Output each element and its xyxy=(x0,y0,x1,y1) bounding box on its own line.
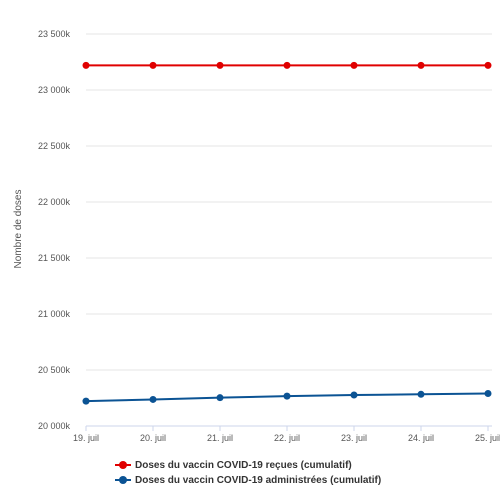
data-point[interactable] xyxy=(417,61,425,69)
data-point[interactable] xyxy=(82,61,90,69)
data-point[interactable] xyxy=(484,61,492,69)
legend-dot-administered xyxy=(119,476,127,484)
legend-marker-received xyxy=(115,460,131,470)
data-point[interactable] xyxy=(350,391,358,399)
data-point[interactable] xyxy=(216,394,224,402)
data-point[interactable] xyxy=(350,61,358,69)
y-axis-label: Nombre de doses xyxy=(13,190,24,269)
data-point[interactable] xyxy=(484,390,492,398)
x-tick-label: 24. juil xyxy=(408,433,434,443)
data-point[interactable] xyxy=(216,61,224,69)
legend-label-administered: Doses du vaccin COVID-19 administrées (c… xyxy=(135,474,382,486)
legend-item-received[interactable]: Doses du vaccin COVID-19 reçues (cumulat… xyxy=(115,458,381,472)
y-tick-label: 21 500k xyxy=(38,253,71,263)
x-tick-label: 22. juil xyxy=(274,433,300,443)
x-tick-label: 25. juil xyxy=(475,433,500,443)
x-tick-label: 23. juil xyxy=(341,433,367,443)
data-point[interactable] xyxy=(283,61,291,69)
x-tick-label: 21. juil xyxy=(207,433,233,443)
legend-dot-received xyxy=(119,461,127,469)
data-point[interactable] xyxy=(149,61,157,69)
series-group xyxy=(82,61,492,405)
x-tick-label: 20. juil xyxy=(140,433,166,443)
grid-lines xyxy=(86,33,492,371)
legend-marker-administered xyxy=(115,475,131,485)
y-tick-label: 23 000k xyxy=(38,85,71,95)
y-tick-label: 21 000k xyxy=(38,309,71,319)
y-tick-label: 20 500k xyxy=(38,365,71,375)
y-tick-label: 20 000k xyxy=(38,421,71,431)
legend: Doses du vaccin COVID-19 reçues (cumulat… xyxy=(115,458,381,488)
legend-label-received: Doses du vaccin COVID-19 reçues (cumulat… xyxy=(135,459,352,471)
y-tick-label: 22 500k xyxy=(38,141,71,151)
y-tick-label: 22 000k xyxy=(38,197,71,207)
x-axis: 19. juil 20. juil 21. juil 22. juil 23. juil… xyxy=(73,425,500,443)
y-tick-label: 23 500k xyxy=(38,29,71,39)
data-point[interactable] xyxy=(82,397,90,405)
legend-item-administered[interactable]: Doses du vaccin COVID-19 administrées (c… xyxy=(115,473,381,487)
data-point[interactable] xyxy=(417,390,425,398)
data-point[interactable] xyxy=(283,392,291,400)
y-axis-ticks: 20 000k 20 500k 21 000k 21 500k 22 000k 22 50… xyxy=(38,29,71,431)
x-tick-label: 19. juil xyxy=(73,433,99,443)
data-point[interactable] xyxy=(149,395,157,403)
